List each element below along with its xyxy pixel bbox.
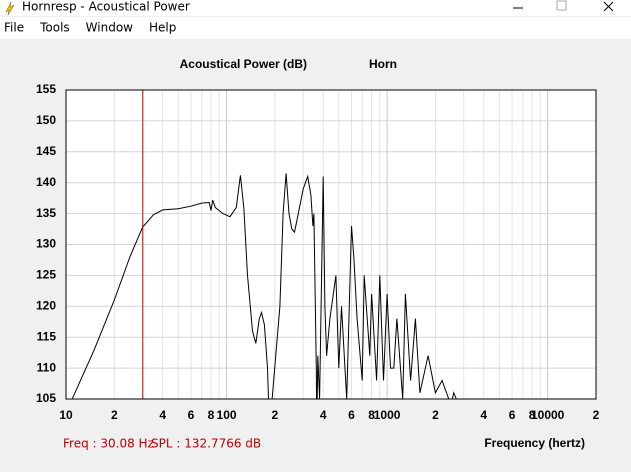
menu-item[interactable]: Help — [149, 21, 176, 35]
minimize-button[interactable] — [500, 0, 540, 16]
x-tick-label: 10 — [59, 408, 73, 422]
y-tick-label: 155 — [36, 82, 56, 96]
x-tick-label: 6 — [509, 408, 516, 422]
x-tick-label: 4 — [159, 408, 166, 422]
x-tick-label: 1000 — [374, 408, 401, 422]
menu-item[interactable]: File — [4, 21, 24, 35]
x-tick-label: 8 — [529, 408, 536, 422]
cursor-spl: SPL : 132.7766 dB — [151, 437, 261, 451]
chart-title: Acoustical Power (dB) — [180, 57, 307, 71]
x-tick-label: 6 — [348, 408, 355, 422]
maximize-button[interactable] — [543, 0, 583, 16]
y-tick-label: 150 — [36, 113, 56, 127]
x-tick-label: 10000 — [531, 408, 565, 422]
x-axis-label: Frequency (hertz) — [484, 436, 585, 450]
x-tick-label: 2 — [432, 408, 439, 422]
y-tick-label: 130 — [36, 237, 56, 251]
x-tick-label: 4 — [480, 408, 487, 422]
plot-border — [65, 89, 597, 400]
y-tick-label: 120 — [36, 298, 56, 312]
cursor-frequency: Freq : 30.08 Hz — [63, 437, 154, 451]
y-tick-label: 135 — [36, 206, 56, 220]
series-line — [71, 173, 457, 399]
app-icon — [5, 1, 15, 16]
y-tick-label: 115 — [37, 329, 57, 343]
x-tick-label: 4 — [320, 408, 327, 422]
x-tick-label: 2 — [272, 408, 279, 422]
x-tick-label: 100 — [217, 408, 237, 422]
y-tick-label: 145 — [36, 144, 56, 158]
menu-item[interactable]: Tools — [39, 21, 70, 35]
window-title: Hornresp - Acoustical Power — [22, 0, 190, 14]
x-tick-label: 2 — [593, 408, 600, 422]
y-tick-label: 140 — [36, 175, 56, 189]
x-tick-label: 2 — [111, 408, 118, 422]
y-tick-label: 105 — [36, 391, 56, 405]
y-tick-label: 125 — [36, 268, 56, 282]
close-button[interactable] — [587, 0, 631, 16]
x-tick-label: 6 — [188, 408, 195, 422]
x-tick-label: 8 — [208, 408, 215, 422]
title-bar — [0, 0, 631, 16]
menu-item[interactable]: Window — [86, 21, 134, 35]
menu-bar — [0, 17, 631, 39]
y-tick-label: 110 — [37, 360, 57, 374]
x-tick-label: 8 — [368, 408, 375, 422]
chart-subtitle: Horn — [369, 57, 397, 71]
